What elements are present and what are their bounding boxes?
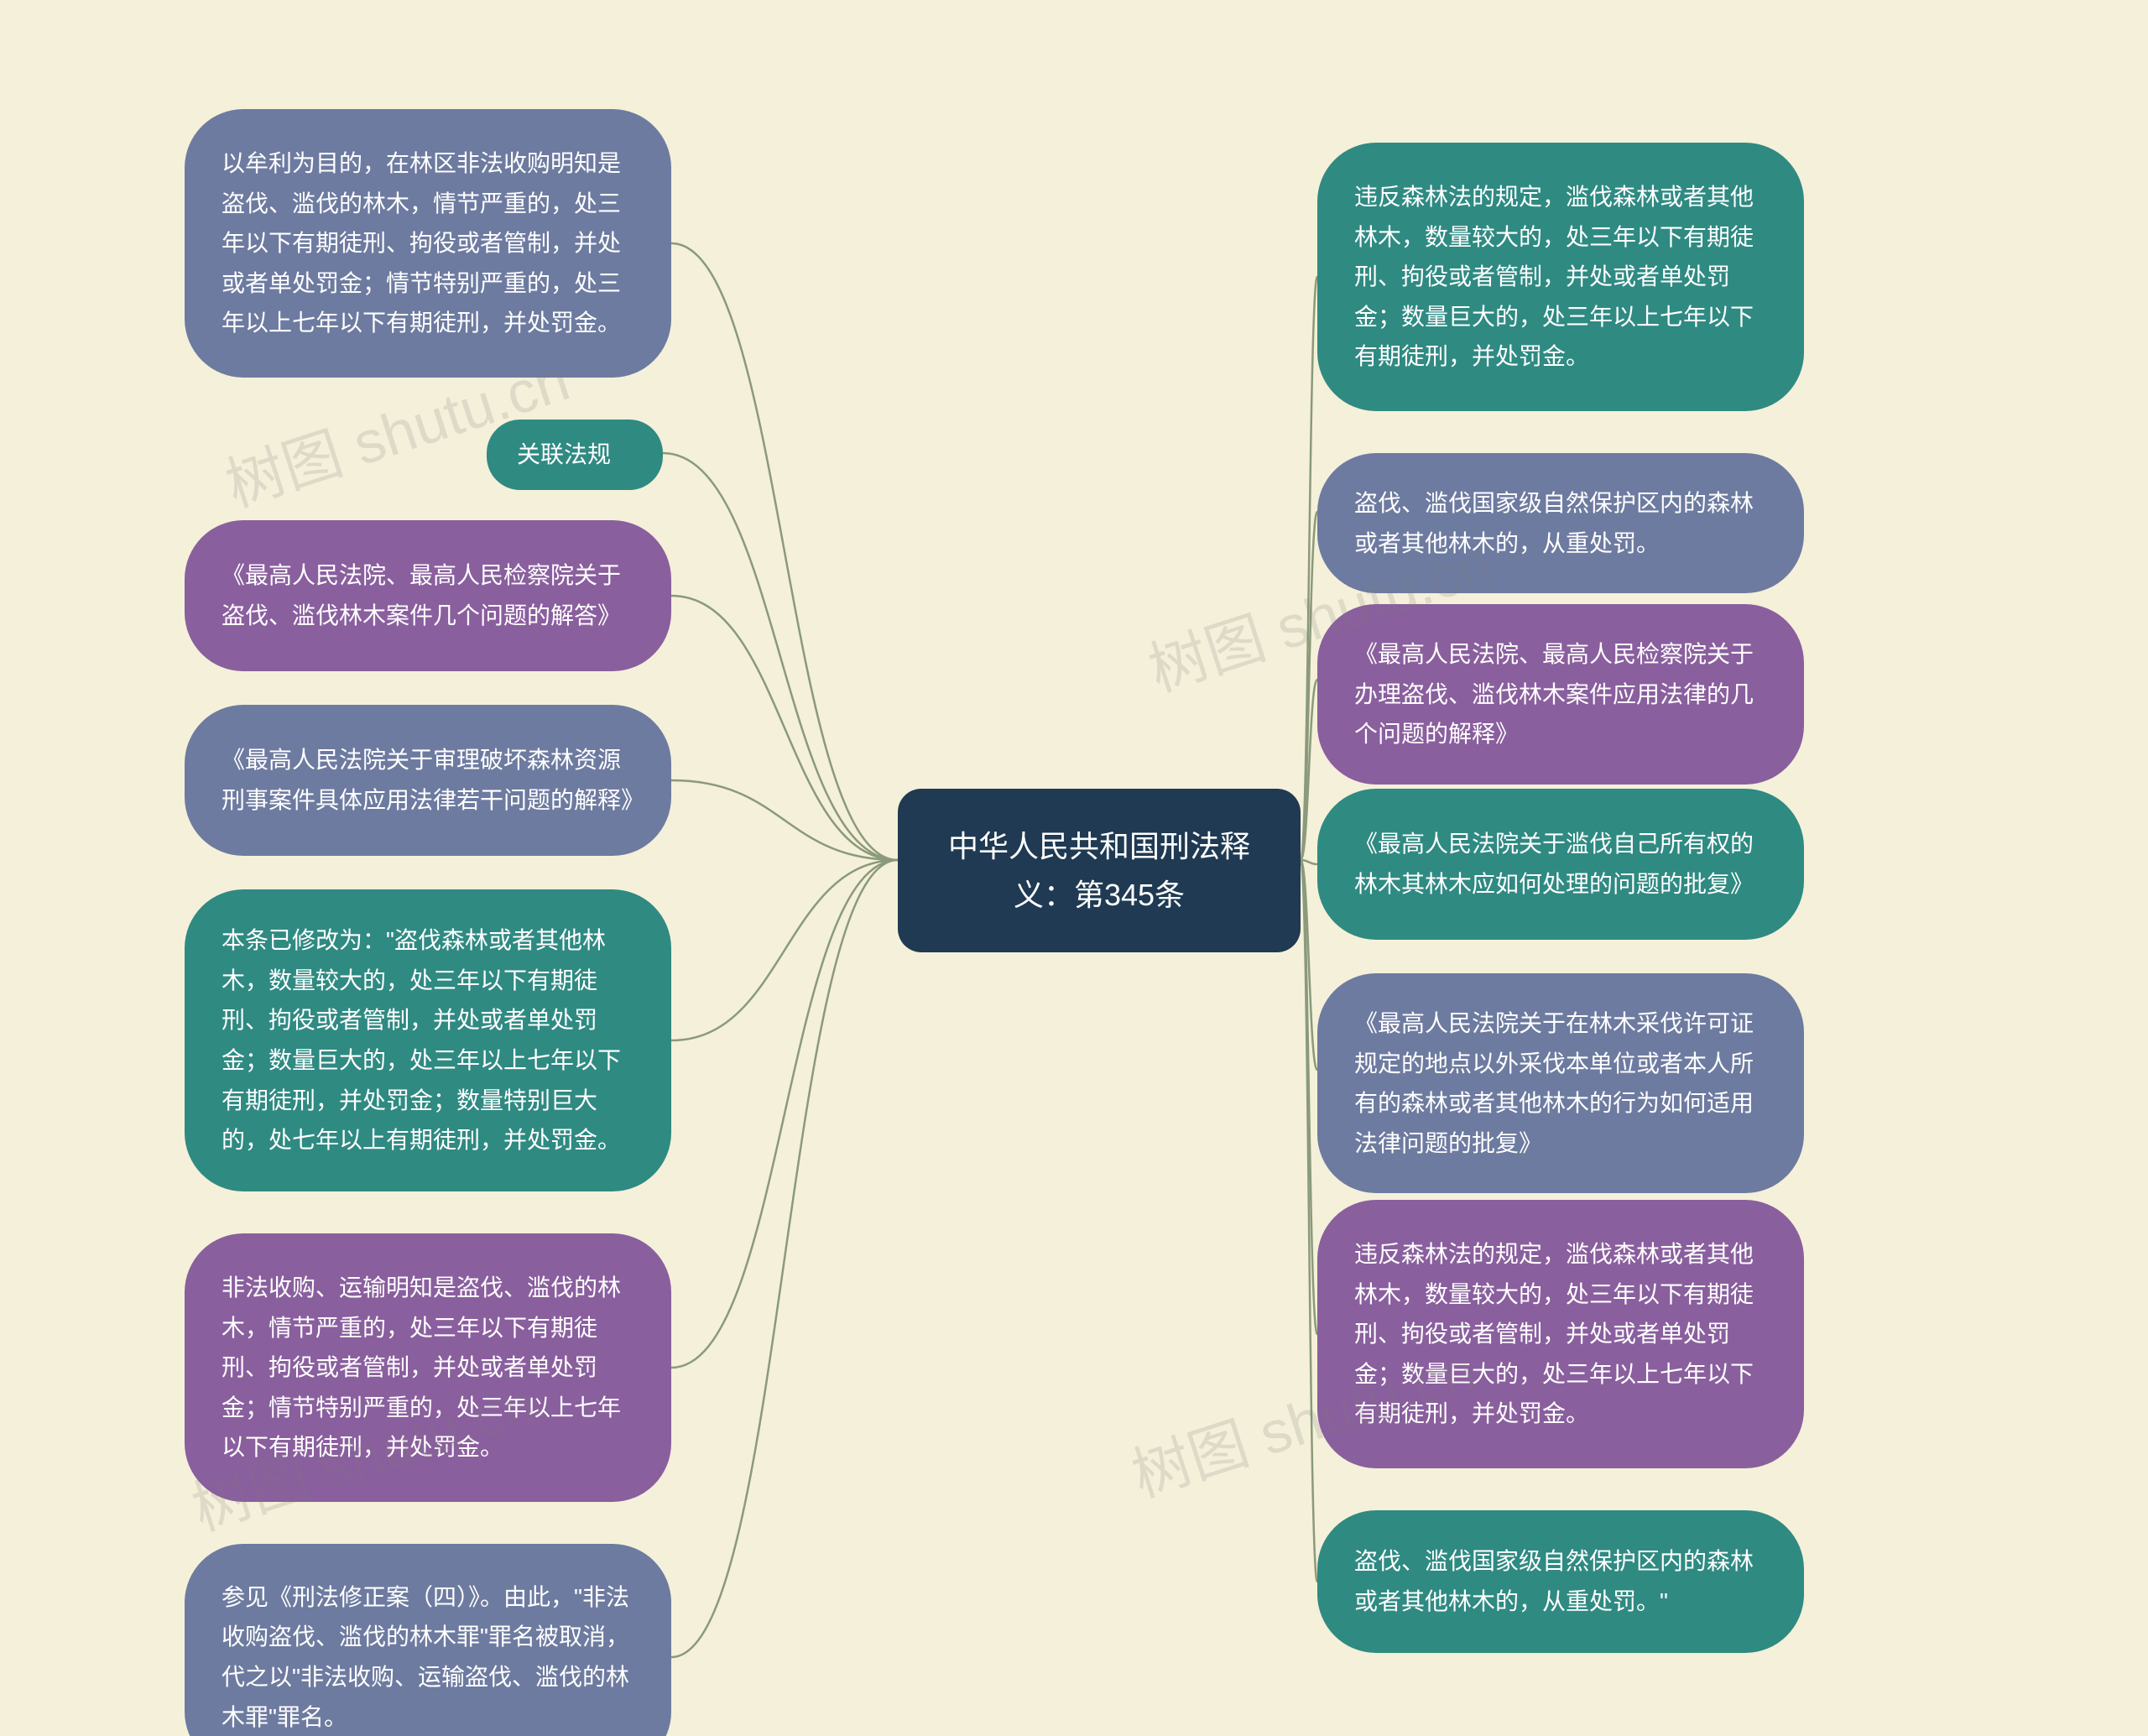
branch-text-r2: 盗伐、滥伐国家级自然保护区内的森林或者其他林木的，从重处罚。 xyxy=(1354,483,1767,563)
branch-text-r4: 《最高人民法院关于滥伐自己所有权的林木其林木应如何处理的问题的批复》 xyxy=(1354,824,1767,904)
branch-node-l4: 《最高人民法院关于审理破坏森林资源刑事案件具体应用法律若干问题的解释》 xyxy=(185,705,671,856)
branch-node-r5: 《最高人民法院关于在林木采伐许可证规定的地点以外采伐本单位或者本人所有的森林或者… xyxy=(1317,973,1804,1193)
branch-node-r2: 盗伐、滥伐国家级自然保护区内的森林或者其他林木的，从重处罚。 xyxy=(1317,453,1804,593)
branch-text-r5: 《最高人民法院关于在林木采伐许可证规定的地点以外采伐本单位或者本人所有的森林或者… xyxy=(1354,1004,1767,1163)
branch-node-r7: 盗伐、滥伐国家级自然保护区内的森林或者其他林木的，从重处罚。" xyxy=(1317,1510,1804,1653)
branch-text-r1: 违反森林法的规定，滥伐森林或者其他林木，数量较大的，处三年以下有期徒刑、拘役或者… xyxy=(1354,177,1767,377)
branch-text-r7: 盗伐、滥伐国家级自然保护区内的森林或者其他林木的，从重处罚。" xyxy=(1354,1541,1767,1621)
branch-node-l1: 以牟利为目的，在林区非法收购明知是盗伐、滥伐的林木，情节严重的，处三年以下有期徒… xyxy=(185,109,671,378)
branch-node-l2: 关联法规 xyxy=(487,420,663,490)
branch-text-l4: 《最高人民法院关于审理破坏森林资源刑事案件具体应用法律若干问题的解释》 xyxy=(222,740,634,820)
branch-node-l6: 非法收购、运输明知是盗伐、滥伐的林木，情节严重的，处三年以下有期徒刑、拘役或者管… xyxy=(185,1233,671,1502)
center-node: 中华人民共和国刑法释义：第345条 xyxy=(898,789,1301,952)
branch-node-l7: 参见《刑法修正案（四）》。由此，"非法收购盗伐、滥伐的林木罪"罪名被取消，代之以… xyxy=(185,1544,671,1736)
branch-text-l5: 本条已修改为："盗伐森林或者其他林木，数量较大的，处三年以下有期徒刑、拘役或者管… xyxy=(222,920,634,1160)
center-text: 中华人民共和国刑法释义：第345条 xyxy=(940,822,1259,919)
branch-node-r1: 违反森林法的规定，滥伐森林或者其他林木，数量较大的，处三年以下有期徒刑、拘役或者… xyxy=(1317,143,1804,411)
branch-node-l3: 《最高人民法院、最高人民检察院关于盗伐、滥伐林木案件几个问题的解答》 xyxy=(185,520,671,671)
branch-node-l5: 本条已修改为："盗伐森林或者其他林木，数量较大的，处三年以下有期徒刑、拘役或者管… xyxy=(185,889,671,1191)
branch-text-l2: 关联法规 xyxy=(517,435,611,475)
branch-text-l6: 非法收购、运输明知是盗伐、滥伐的林木，情节严重的，处三年以下有期徒刑、拘役或者管… xyxy=(222,1268,634,1468)
branch-node-r3: 《最高人民法院、最高人民检察院关于办理盗伐、滥伐林木案件应用法律的几个问题的解释… xyxy=(1317,604,1804,785)
branch-node-r4: 《最高人民法院关于滥伐自己所有权的林木其林木应如何处理的问题的批复》 xyxy=(1317,789,1804,940)
branch-text-l7: 参见《刑法修正案（四）》。由此，"非法收购盗伐、滥伐的林木罪"罪名被取消，代之以… xyxy=(222,1577,634,1736)
branch-node-r6: 违反森林法的规定，滥伐森林或者其他林木，数量较大的，处三年以下有期徒刑、拘役或者… xyxy=(1317,1200,1804,1468)
branch-text-l1: 以牟利为目的，在林区非法收购明知是盗伐、滥伐的林木，情节严重的，处三年以下有期徒… xyxy=(222,143,634,343)
branch-text-r6: 违反森林法的规定，滥伐森林或者其他林木，数量较大的，处三年以下有期徒刑、拘役或者… xyxy=(1354,1234,1767,1434)
branch-text-l3: 《最高人民法院、最高人民检察院关于盗伐、滥伐林木案件几个问题的解答》 xyxy=(222,555,634,635)
branch-text-r3: 《最高人民法院、最高人民检察院关于办理盗伐、滥伐林木案件应用法律的几个问题的解释… xyxy=(1354,634,1767,754)
